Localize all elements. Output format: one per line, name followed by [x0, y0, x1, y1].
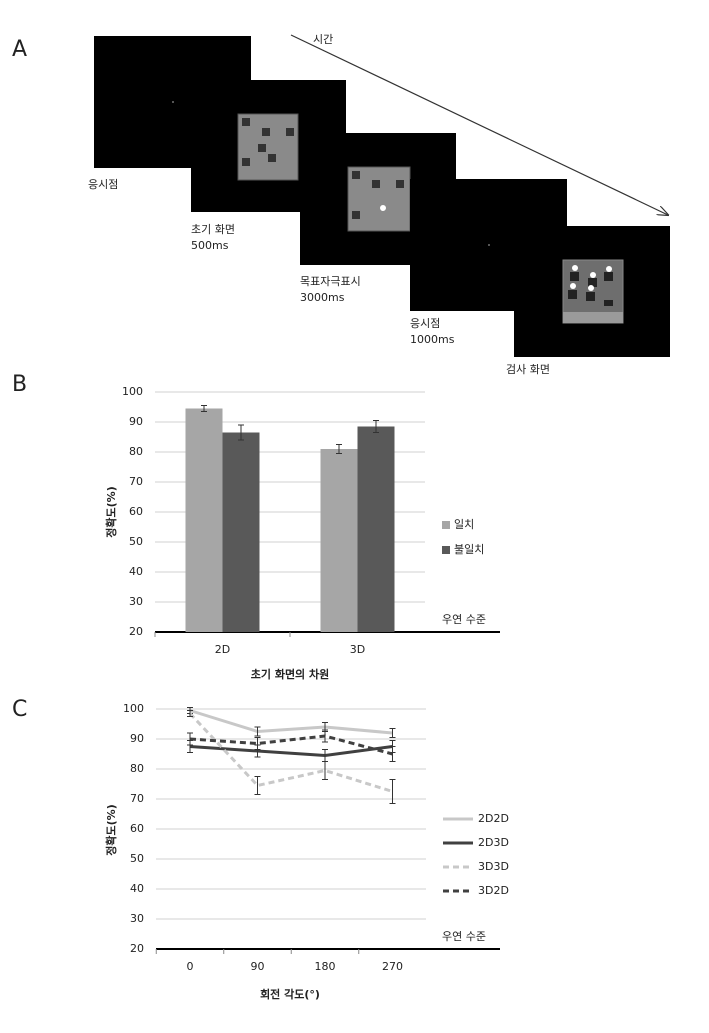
panel-label: C: [12, 697, 27, 722]
bar: [185, 408, 223, 632]
line: [189, 709, 393, 735]
bar: [320, 449, 358, 632]
duration: 500ms: [191, 239, 229, 252]
legend-swatch: [442, 546, 450, 554]
x-tick-label: 180: [315, 960, 336, 973]
target: [380, 205, 386, 211]
y-tick-label: 60: [129, 505, 143, 518]
stimulus-grid: [237, 113, 299, 181]
line: [189, 734, 393, 756]
x-tick-label: 0: [187, 960, 194, 973]
time-label: 시간: [313, 33, 333, 46]
fixation: [488, 244, 490, 246]
y-axis-title: 정확도(%): [104, 804, 118, 855]
y-tick-label: 20: [129, 625, 143, 638]
bar: [222, 432, 260, 632]
bar: [357, 426, 395, 632]
legend-label: 2D2D: [478, 812, 509, 825]
error-bar: [254, 776, 261, 795]
annotation: 우연 수준: [442, 930, 486, 943]
legend-label: 불일치: [454, 542, 484, 556]
grid-cells: [242, 118, 294, 166]
3d-cells: [568, 272, 613, 306]
y-tick-label: 50: [129, 535, 143, 548]
y-tick-label: 100: [122, 385, 143, 398]
error-bar: [322, 761, 328, 780]
error-bar: [322, 729, 328, 743]
y-tick-label: 40: [130, 882, 144, 895]
panel-label: A: [12, 37, 27, 62]
3d-markers: [570, 265, 612, 291]
test-floor: [563, 312, 623, 323]
fixation: [172, 101, 174, 103]
x-tick-label: 270: [382, 960, 403, 973]
panel-label: B: [12, 372, 27, 397]
y-tick-label: 80: [130, 762, 144, 775]
screen-label: 초기 화면: [191, 223, 235, 236]
y-tick-label: 20: [130, 942, 144, 955]
error-bar: [238, 424, 244, 441]
error-bar: [254, 726, 261, 737]
error-bar: [187, 710, 193, 717]
screen-label: 검사 화면: [506, 363, 550, 376]
y-tick-label: 100: [123, 702, 144, 715]
grid-cells: [352, 171, 404, 219]
error-bar: [389, 779, 396, 804]
legend-label: 일치: [454, 517, 474, 531]
line: [189, 745, 393, 758]
x-axis-title: 초기 화면의 차원: [251, 667, 330, 681]
error-bar: [254, 737, 261, 750]
screen-label: 응시점: [410, 317, 440, 330]
x-tick-label: 3D: [350, 643, 365, 656]
error-bar: [373, 420, 379, 433]
y-axis-title: 정확도(%): [104, 486, 118, 537]
y-tick-label: 70: [129, 475, 143, 488]
legend-label: 2D3D: [478, 836, 509, 849]
screen-label: 응시점: [88, 178, 118, 191]
y-tick-label: 40: [129, 565, 143, 578]
legend-swatch: [442, 521, 450, 529]
duration: 1000ms: [410, 333, 455, 346]
screen-label: 목표자극표시: [300, 275, 361, 288]
error-bar: [201, 405, 207, 412]
legend-label: 3D2D: [478, 884, 509, 897]
y-tick-label: 30: [130, 912, 144, 925]
duration: 3000ms: [300, 291, 345, 304]
y-tick-label: 70: [130, 792, 144, 805]
legend-label: 3D3D: [478, 860, 509, 873]
y-tick-label: 80: [129, 445, 143, 458]
annotation: 우연 수준: [442, 613, 486, 626]
y-tick-label: 90: [130, 732, 144, 745]
x-tick-label: 90: [251, 960, 265, 973]
panel-a: A 시간 응시점 초기 화면 500ms 목표자극표시 3000ms 응시점 1…: [12, 33, 670, 376]
y-tick-label: 90: [129, 415, 143, 428]
y-tick-label: 30: [129, 595, 143, 608]
error-bar: [187, 732, 193, 746]
error-bar: [389, 728, 396, 738]
error-bar: [389, 746, 396, 762]
line: [188, 712, 393, 793]
y-tick-label: 50: [130, 852, 144, 865]
x-tick-label: 2D: [215, 643, 230, 656]
x-axis-title: 회전 각도(°): [260, 987, 320, 1001]
y-tick-label: 60: [130, 822, 144, 835]
time-arrow: [290, 34, 668, 215]
error-bar: [336, 444, 342, 454]
